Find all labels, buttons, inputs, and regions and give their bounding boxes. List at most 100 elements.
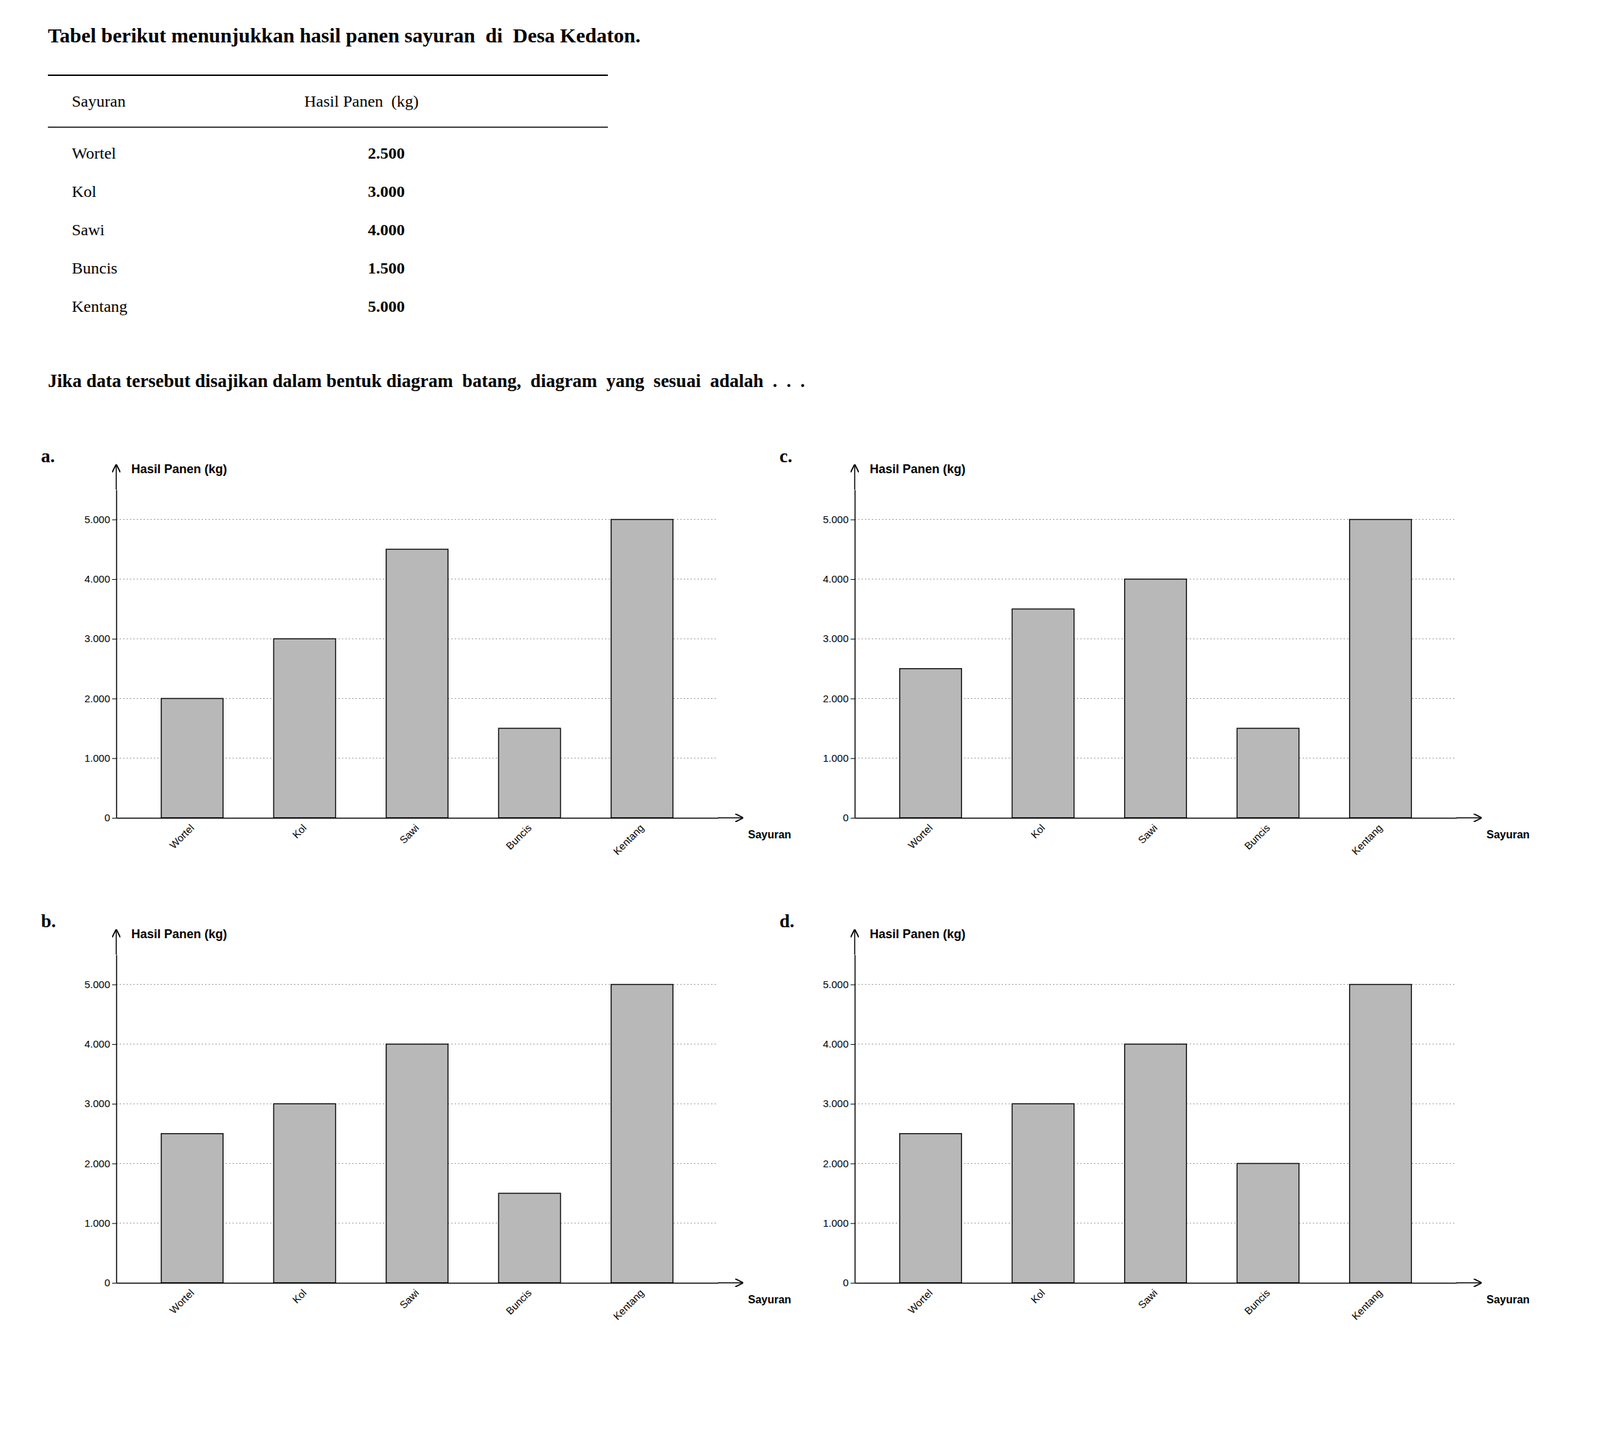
x-tick: Buncis bbox=[503, 1286, 534, 1317]
bar bbox=[1236, 728, 1299, 818]
x-tick: Kentang bbox=[1349, 1286, 1385, 1323]
chart-panel: c.01.0002.0003.0004.0005.000WortelKolSaw… bbox=[779, 445, 1530, 857]
y-tick-label: 1.000 bbox=[84, 752, 111, 764]
x-tick: Sawi bbox=[397, 1286, 422, 1311]
x-axis: WortelKolSawiBuncisKentang bbox=[855, 818, 1458, 858]
tick-mark bbox=[112, 638, 117, 640]
x-tick-label: Sawi bbox=[1135, 821, 1160, 846]
y-axis-title: Hasil Panen (kg) bbox=[869, 927, 966, 941]
y-tick: 3.000 bbox=[84, 1097, 117, 1110]
table-cell: Buncis bbox=[71, 259, 118, 277]
tick-mark bbox=[112, 519, 117, 521]
y-axis-title: Hasil Panen (kg) bbox=[869, 462, 966, 476]
y-axis: 01.0002.0003.0004.0005.000 bbox=[822, 490, 855, 824]
bar bbox=[1349, 984, 1412, 1283]
x-tick-label: Wortel bbox=[166, 1286, 196, 1316]
axis-arrow bbox=[717, 1282, 743, 1284]
x-tick: Wortel bbox=[905, 821, 935, 851]
y-tick-label: 1.000 bbox=[822, 1217, 849, 1229]
x-tick-label: Kentang bbox=[610, 1286, 647, 1323]
y-tick-label: 5.000 bbox=[84, 978, 111, 991]
panel-label: d. bbox=[779, 910, 795, 932]
tick-mark bbox=[850, 1163, 855, 1164]
y-tick: 3.000 bbox=[84, 632, 117, 645]
y-tick: 1.000 bbox=[822, 1217, 855, 1229]
y-tick: 3.000 bbox=[822, 632, 855, 645]
bars bbox=[161, 984, 673, 1283]
x-tick-label: Kol bbox=[289, 821, 309, 841]
axis-arrow bbox=[1456, 817, 1482, 819]
x-axis: Wortel Kol Sawi Buncis Kentang bbox=[116, 1283, 719, 1323]
y-tick-label: 5.000 bbox=[84, 513, 111, 526]
axis-line bbox=[854, 955, 857, 1284]
x-tick: Kol bbox=[289, 1286, 309, 1306]
tick-mark bbox=[850, 638, 855, 640]
axis-line bbox=[116, 490, 118, 819]
table-cell: Wortel bbox=[71, 144, 117, 163]
y-tick-label: 1.000 bbox=[84, 1217, 111, 1229]
x-tick: Wortel bbox=[905, 1286, 935, 1316]
y-tick: 5.000 bbox=[84, 978, 117, 991]
y-tick: 3.000 bbox=[822, 1097, 855, 1110]
tick-mark bbox=[112, 579, 117, 580]
panel-label: a. bbox=[41, 445, 55, 467]
tick-mark bbox=[850, 1282, 855, 1284]
bar bbox=[611, 519, 673, 818]
x-tick-label: Wortel bbox=[905, 821, 935, 851]
y-tick: 5.000 bbox=[822, 978, 855, 991]
y-tick: 5.000 bbox=[822, 513, 855, 526]
table-cell: 2.500 bbox=[367, 144, 405, 163]
y-tick: 2.000 bbox=[84, 1157, 117, 1170]
table-rule bbox=[47, 126, 608, 128]
x-tick-label: Kentang bbox=[1349, 1286, 1385, 1323]
x-tick: Buncis bbox=[1241, 821, 1272, 852]
axis-line bbox=[855, 1282, 1458, 1285]
x-tick: Kol bbox=[289, 821, 309, 841]
tick-mark bbox=[112, 1223, 117, 1224]
y-tick: 0 bbox=[104, 811, 117, 824]
x-tick-label: Kol bbox=[1028, 1286, 1047, 1306]
tick-mark bbox=[112, 984, 117, 986]
bar bbox=[273, 638, 336, 818]
tick-mark bbox=[850, 817, 855, 819]
tick-mark bbox=[112, 1163, 117, 1164]
table-cell: 3.000 bbox=[367, 182, 405, 201]
x-axis: WortelKolSawiBuncisKentang bbox=[116, 818, 719, 858]
tick-mark bbox=[850, 1223, 855, 1224]
bar bbox=[273, 1103, 336, 1283]
x-tick-label: Buncis bbox=[1241, 1286, 1272, 1317]
y-tick: 2.000 bbox=[822, 692, 855, 705]
x-tick: Sawi bbox=[1135, 1286, 1160, 1311]
y-tick: 1.000 bbox=[84, 1217, 117, 1229]
y-tick-label: 3.000 bbox=[822, 1097, 849, 1110]
y-tick-label: 0 bbox=[843, 811, 849, 824]
x-tick: Kol bbox=[1028, 821, 1047, 841]
table-header: Hasil Panen (kg) bbox=[304, 92, 419, 111]
x-tick-label: Kentang bbox=[610, 821, 647, 858]
x-tick: Kentang bbox=[610, 821, 647, 858]
y-tick-label: 5.000 bbox=[822, 978, 849, 991]
y-tick: 1.000 bbox=[822, 752, 855, 764]
tick-mark bbox=[112, 758, 117, 759]
x-tick-label: Kol bbox=[1028, 821, 1047, 841]
bar bbox=[1236, 1163, 1299, 1283]
axis-line bbox=[854, 490, 857, 819]
table-cell: 5.000 bbox=[367, 297, 405, 316]
bar bbox=[161, 1133, 223, 1283]
tick-mark bbox=[850, 579, 855, 580]
bar bbox=[161, 698, 223, 818]
y-tick: 2.000 bbox=[822, 1157, 855, 1170]
y-tick: 0 bbox=[104, 1276, 117, 1289]
x-tick: Kentang bbox=[610, 1286, 647, 1323]
y-tick-label: 4.000 bbox=[84, 572, 111, 585]
x-axis-title: Sayuran bbox=[748, 1293, 792, 1306]
axis-line bbox=[116, 1282, 719, 1285]
bar bbox=[1011, 609, 1074, 818]
axis-arrow bbox=[854, 929, 856, 955]
x-tick: Kol bbox=[1028, 1286, 1047, 1306]
bar bbox=[498, 728, 560, 818]
table-cell: Kol bbox=[71, 182, 97, 201]
y-tick: 2.000 bbox=[84, 692, 117, 705]
page-title: Tabel berikut menunjukkan hasil panen sa… bbox=[47, 23, 641, 47]
y-tick: 1.000 bbox=[84, 752, 117, 764]
